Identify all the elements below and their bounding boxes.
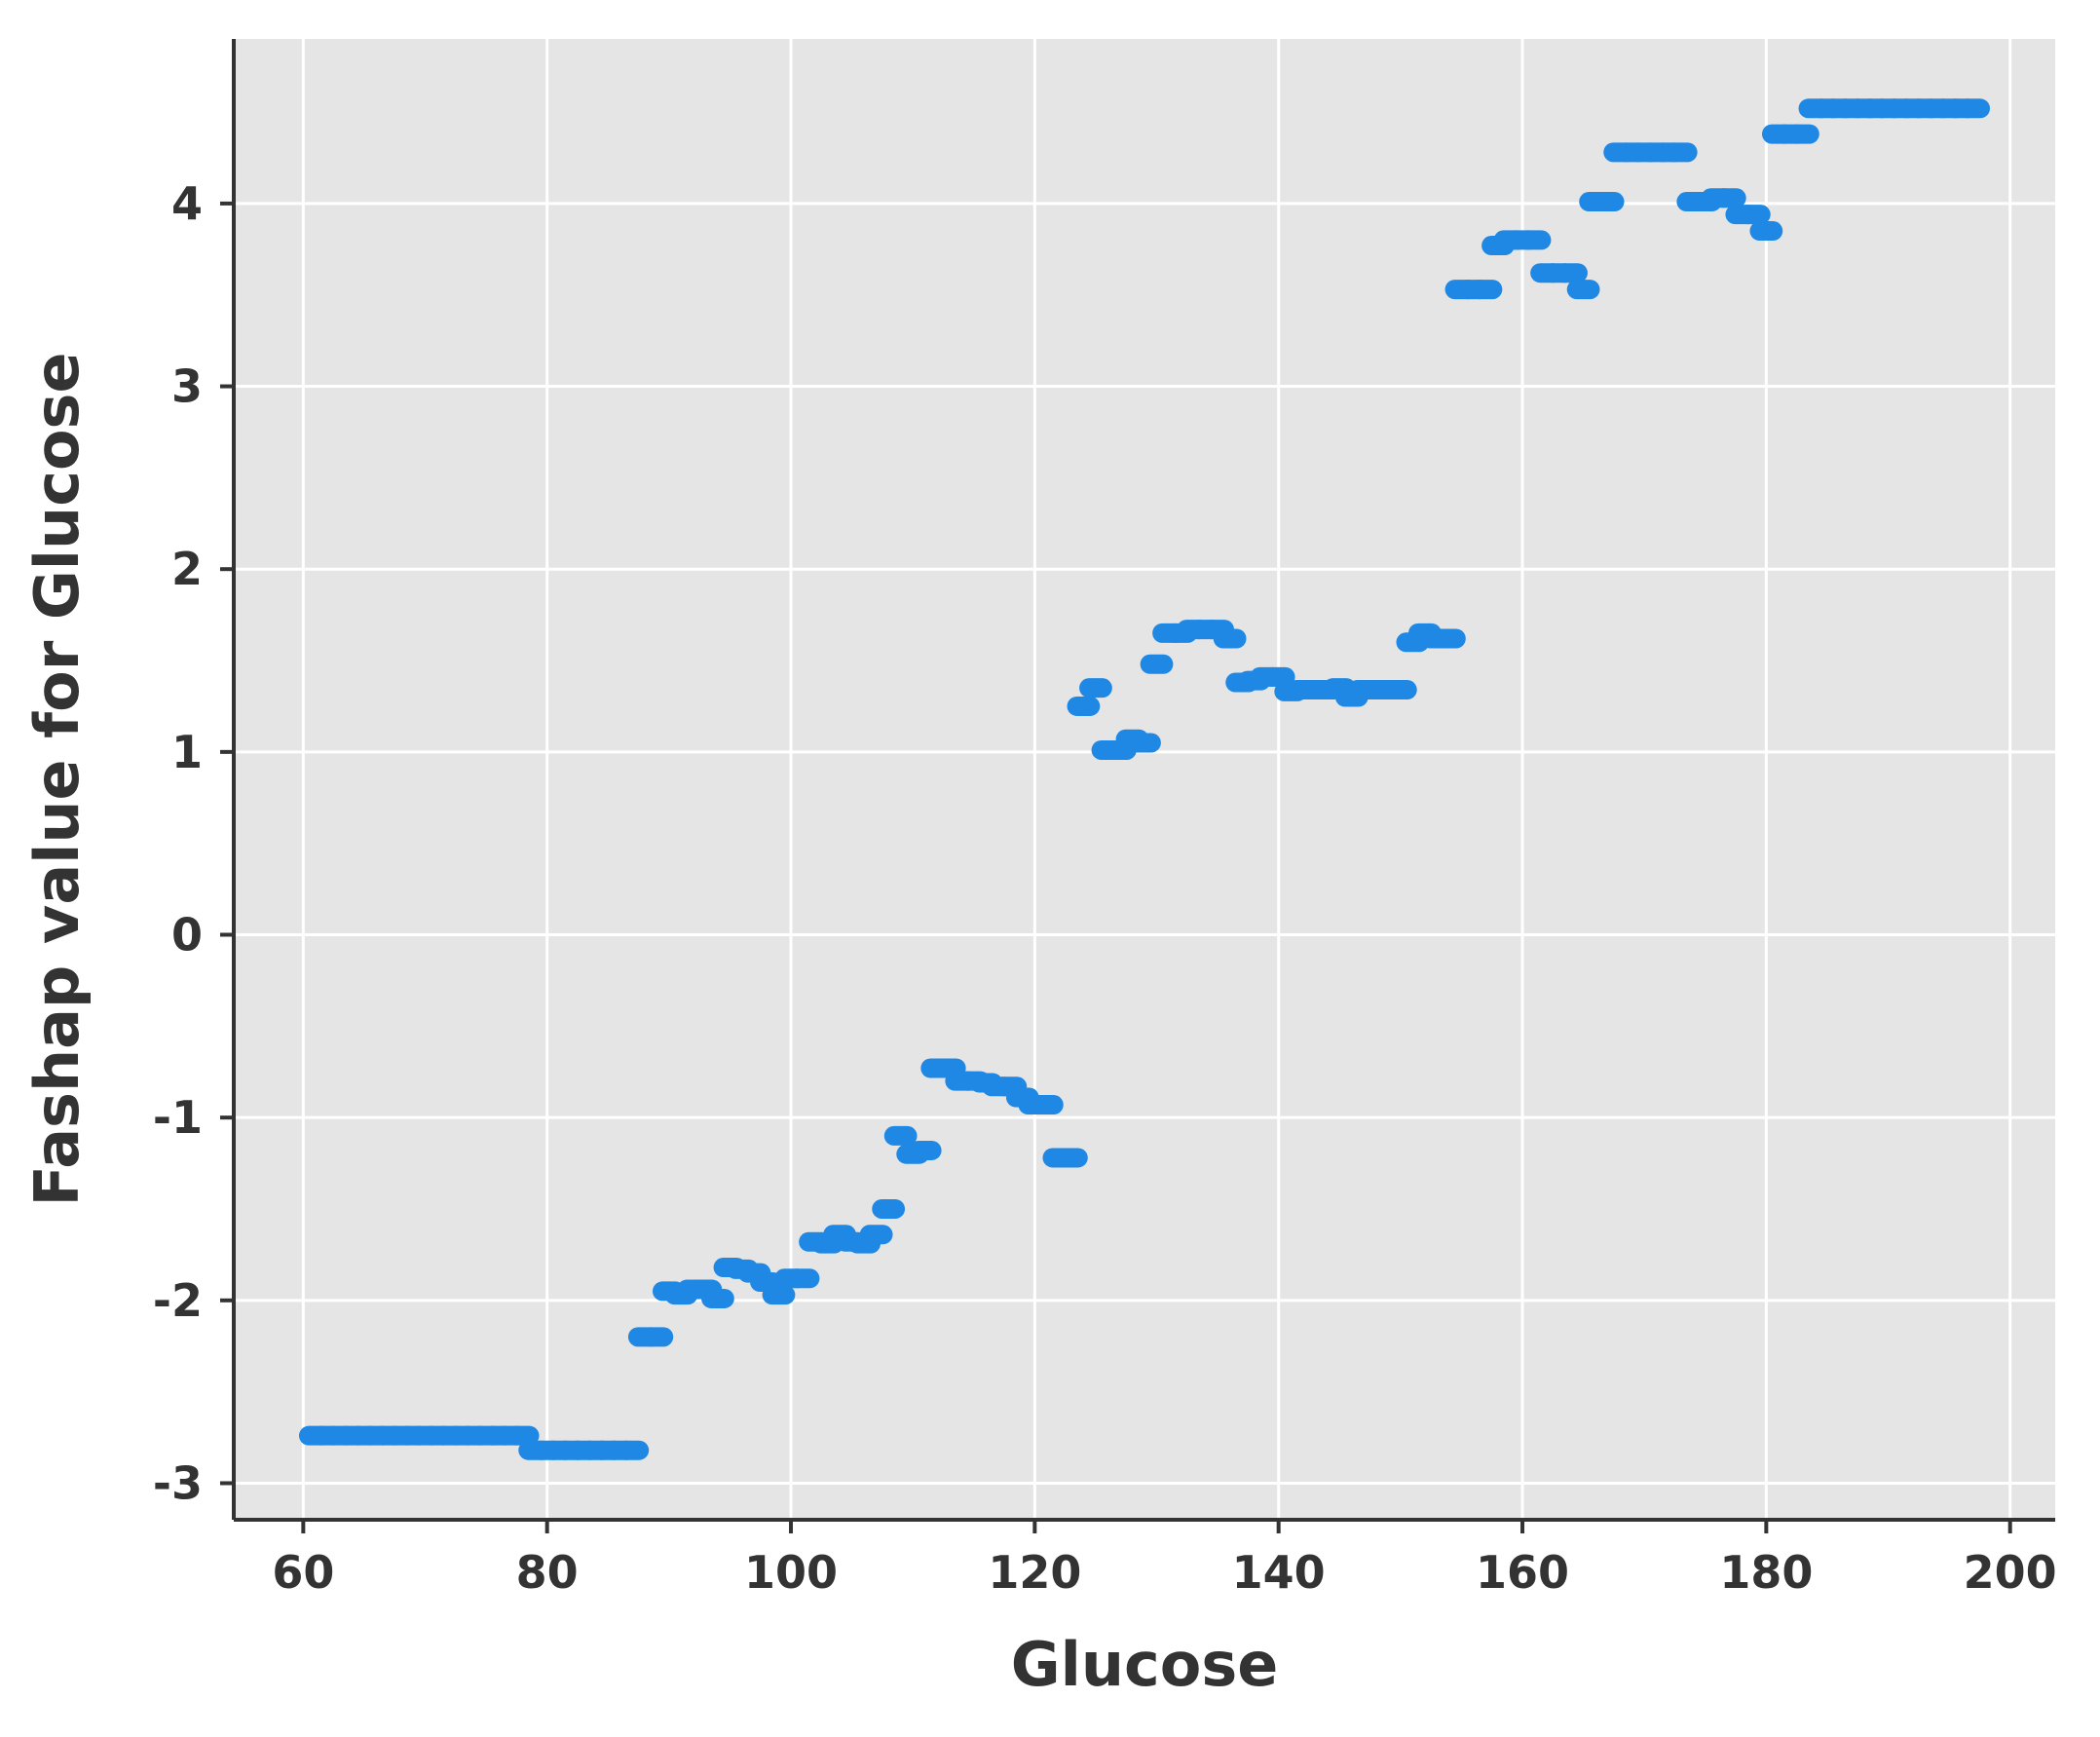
y-tick-label: -2 [153,1274,203,1327]
x-tick-label: 140 [1232,1546,1326,1599]
y-tick-label: 2 [171,543,203,595]
x-tick-label: 80 [516,1546,579,1599]
x-tick-label: 180 [1719,1546,1813,1599]
y-tick-label: 1 [171,726,203,778]
plot-background [234,39,2055,1520]
y-tick-label: 3 [171,360,203,413]
x-tick-label: 60 [272,1546,334,1599]
axes [232,39,2055,1522]
y-tick-label: -3 [153,1456,203,1509]
x-tick-label: 200 [1964,1546,2057,1599]
y-tick-label: 0 [171,909,203,962]
x-tick-label: 120 [988,1546,1081,1599]
x-tick-label: 160 [1476,1546,1569,1599]
x-axis-title: Glucose [1011,1629,1279,1700]
y-tick-label: 4 [171,177,203,230]
y-tick-label: -1 [153,1091,203,1144]
y-axis-title: Fashap value for Glucose [21,353,93,1207]
tick-labels: 60 80 100 120 140 160 180 200 -3 -2 -1 0 1 2 3 4 [153,177,2057,1599]
data-points [298,98,1991,1460]
x-tick-label: 100 [744,1546,838,1599]
